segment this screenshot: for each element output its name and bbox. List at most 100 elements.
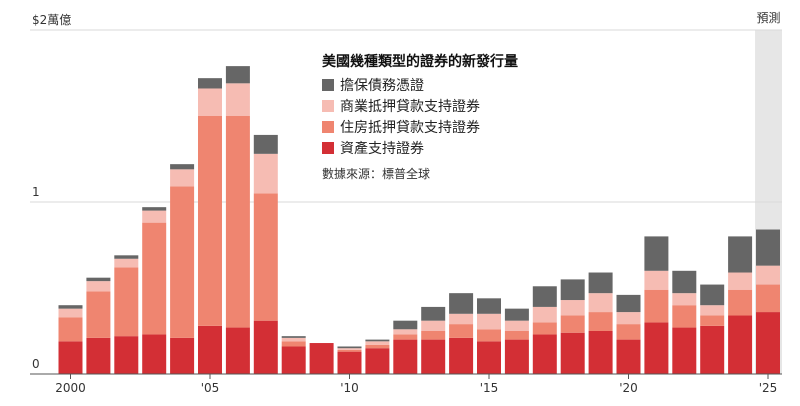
- bar-segment: [588, 272, 613, 294]
- bar-stack-2015: [477, 298, 501, 374]
- bar-stack-2003: [142, 207, 167, 374]
- bar-stack-2013: [421, 306, 446, 374]
- bar-segment: [86, 337, 111, 374]
- bar-segment: [672, 270, 697, 294]
- bar-segment: [728, 289, 753, 316]
- legend-swatch: [322, 142, 334, 154]
- y-axis-labels: 0 1 $2萬億: [32, 13, 71, 371]
- bar-stack-2021: [644, 236, 669, 374]
- bar-segment: [170, 169, 195, 187]
- bar-segment: [756, 284, 780, 313]
- bar-segment: [281, 336, 306, 338]
- bar-segment: [477, 298, 501, 314]
- bar-segment: [616, 339, 641, 374]
- bar-segment: [253, 153, 278, 194]
- bar-stack-2012: [393, 320, 418, 374]
- legend-label: 資產支持證券: [340, 140, 424, 157]
- bar-stack-2016: [504, 308, 529, 374]
- bar-segment: [58, 308, 83, 318]
- bar-segment: [225, 83, 250, 116]
- bar-segment: [86, 277, 111, 282]
- bar-stack-2002: [114, 255, 139, 374]
- bar-stack-2010: [337, 346, 362, 374]
- bar-segment: [532, 306, 557, 323]
- bar-segment: [365, 348, 390, 374]
- bar-segment: [225, 116, 250, 328]
- bar-segment: [337, 346, 362, 349]
- x-tick-label: 2000: [55, 381, 86, 395]
- bar-segment: [142, 222, 167, 335]
- bar-segment: [560, 332, 585, 374]
- bar-segment: [449, 293, 474, 314]
- bar-segment: [560, 279, 585, 301]
- bar-segment: [365, 344, 390, 349]
- bar-segment: [253, 320, 278, 374]
- bar-segment: [616, 312, 641, 325]
- bar-segment: [560, 315, 585, 333]
- bar-segment: [504, 331, 529, 340]
- bar-segment: [532, 322, 557, 335]
- bar-stack-2014: [449, 293, 474, 374]
- bar-segment: [393, 320, 418, 330]
- bar-segment: [560, 300, 585, 316]
- bar-segment: [756, 265, 780, 285]
- legend-label: 商業抵押貸款支持證券: [340, 98, 480, 115]
- bar-segment: [86, 291, 111, 338]
- bar-segment: [365, 341, 390, 345]
- bar-segment: [281, 337, 306, 342]
- bar-stack-2023: [700, 284, 725, 374]
- bar-segment: [170, 337, 195, 374]
- bar-segment: [756, 312, 780, 374]
- bar-segment: [114, 258, 139, 268]
- x-tick-label: '10: [340, 381, 359, 395]
- bar-stack-2008: [281, 336, 306, 374]
- bar-segment: [700, 325, 725, 374]
- bar-segment: [114, 267, 139, 337]
- grid-lines: [30, 29, 782, 203]
- y-tick-label: 0: [32, 357, 40, 371]
- bar-segment: [58, 341, 83, 374]
- bar-segment: [504, 308, 529, 321]
- bar-stack-2000: [58, 305, 83, 374]
- bar-segment: [672, 293, 697, 306]
- bar-segment: [644, 322, 669, 374]
- x-tick-label: '15: [480, 381, 499, 395]
- bar-segment: [309, 343, 334, 374]
- bar-segment: [644, 270, 669, 290]
- bar-segment: [86, 281, 111, 292]
- x-tick-label: '25: [759, 381, 778, 395]
- bar-segment: [588, 331, 613, 374]
- bar-segment: [756, 229, 780, 266]
- bar-segment: [114, 336, 139, 374]
- bar-segment: [198, 325, 222, 374]
- bar-segment: [477, 341, 501, 374]
- chart-title: 美國幾種類型的證券的新發行量: [322, 53, 518, 70]
- bar-segment: [393, 329, 418, 335]
- legend: 美國幾種類型的證券的新發行量 擔保債務憑證商業抵押貸款支持證券住房抵押貸款支持證…: [322, 53, 518, 157]
- bar-stack-2022: [672, 270, 697, 374]
- bars: [58, 66, 780, 374]
- bar-segment: [588, 293, 613, 313]
- bar-stack-2004: [170, 164, 195, 374]
- bar-segment: [142, 210, 167, 223]
- bar-segment: [253, 193, 278, 321]
- y-tick-label: $2萬億: [32, 13, 71, 27]
- bar-stack-2001: [86, 277, 111, 374]
- bar-segment: [58, 317, 83, 342]
- bar-stack-2006: [225, 66, 250, 374]
- bar-segment: [253, 134, 278, 154]
- bar-segment: [700, 305, 725, 316]
- legend-swatch: [322, 79, 334, 91]
- bar-segment: [281, 346, 306, 374]
- bar-segment: [198, 88, 222, 116]
- bar-stack-2007: [253, 134, 278, 374]
- bar-segment: [504, 339, 529, 374]
- bar-segment: [672, 305, 697, 328]
- bar-segment: [337, 349, 362, 352]
- bar-segment: [588, 312, 613, 331]
- bar-segment: [477, 313, 501, 330]
- bar-segment: [616, 294, 641, 313]
- bar-segment: [728, 315, 753, 374]
- bar-stack-2018: [560, 279, 585, 374]
- bar-segment: [644, 236, 669, 271]
